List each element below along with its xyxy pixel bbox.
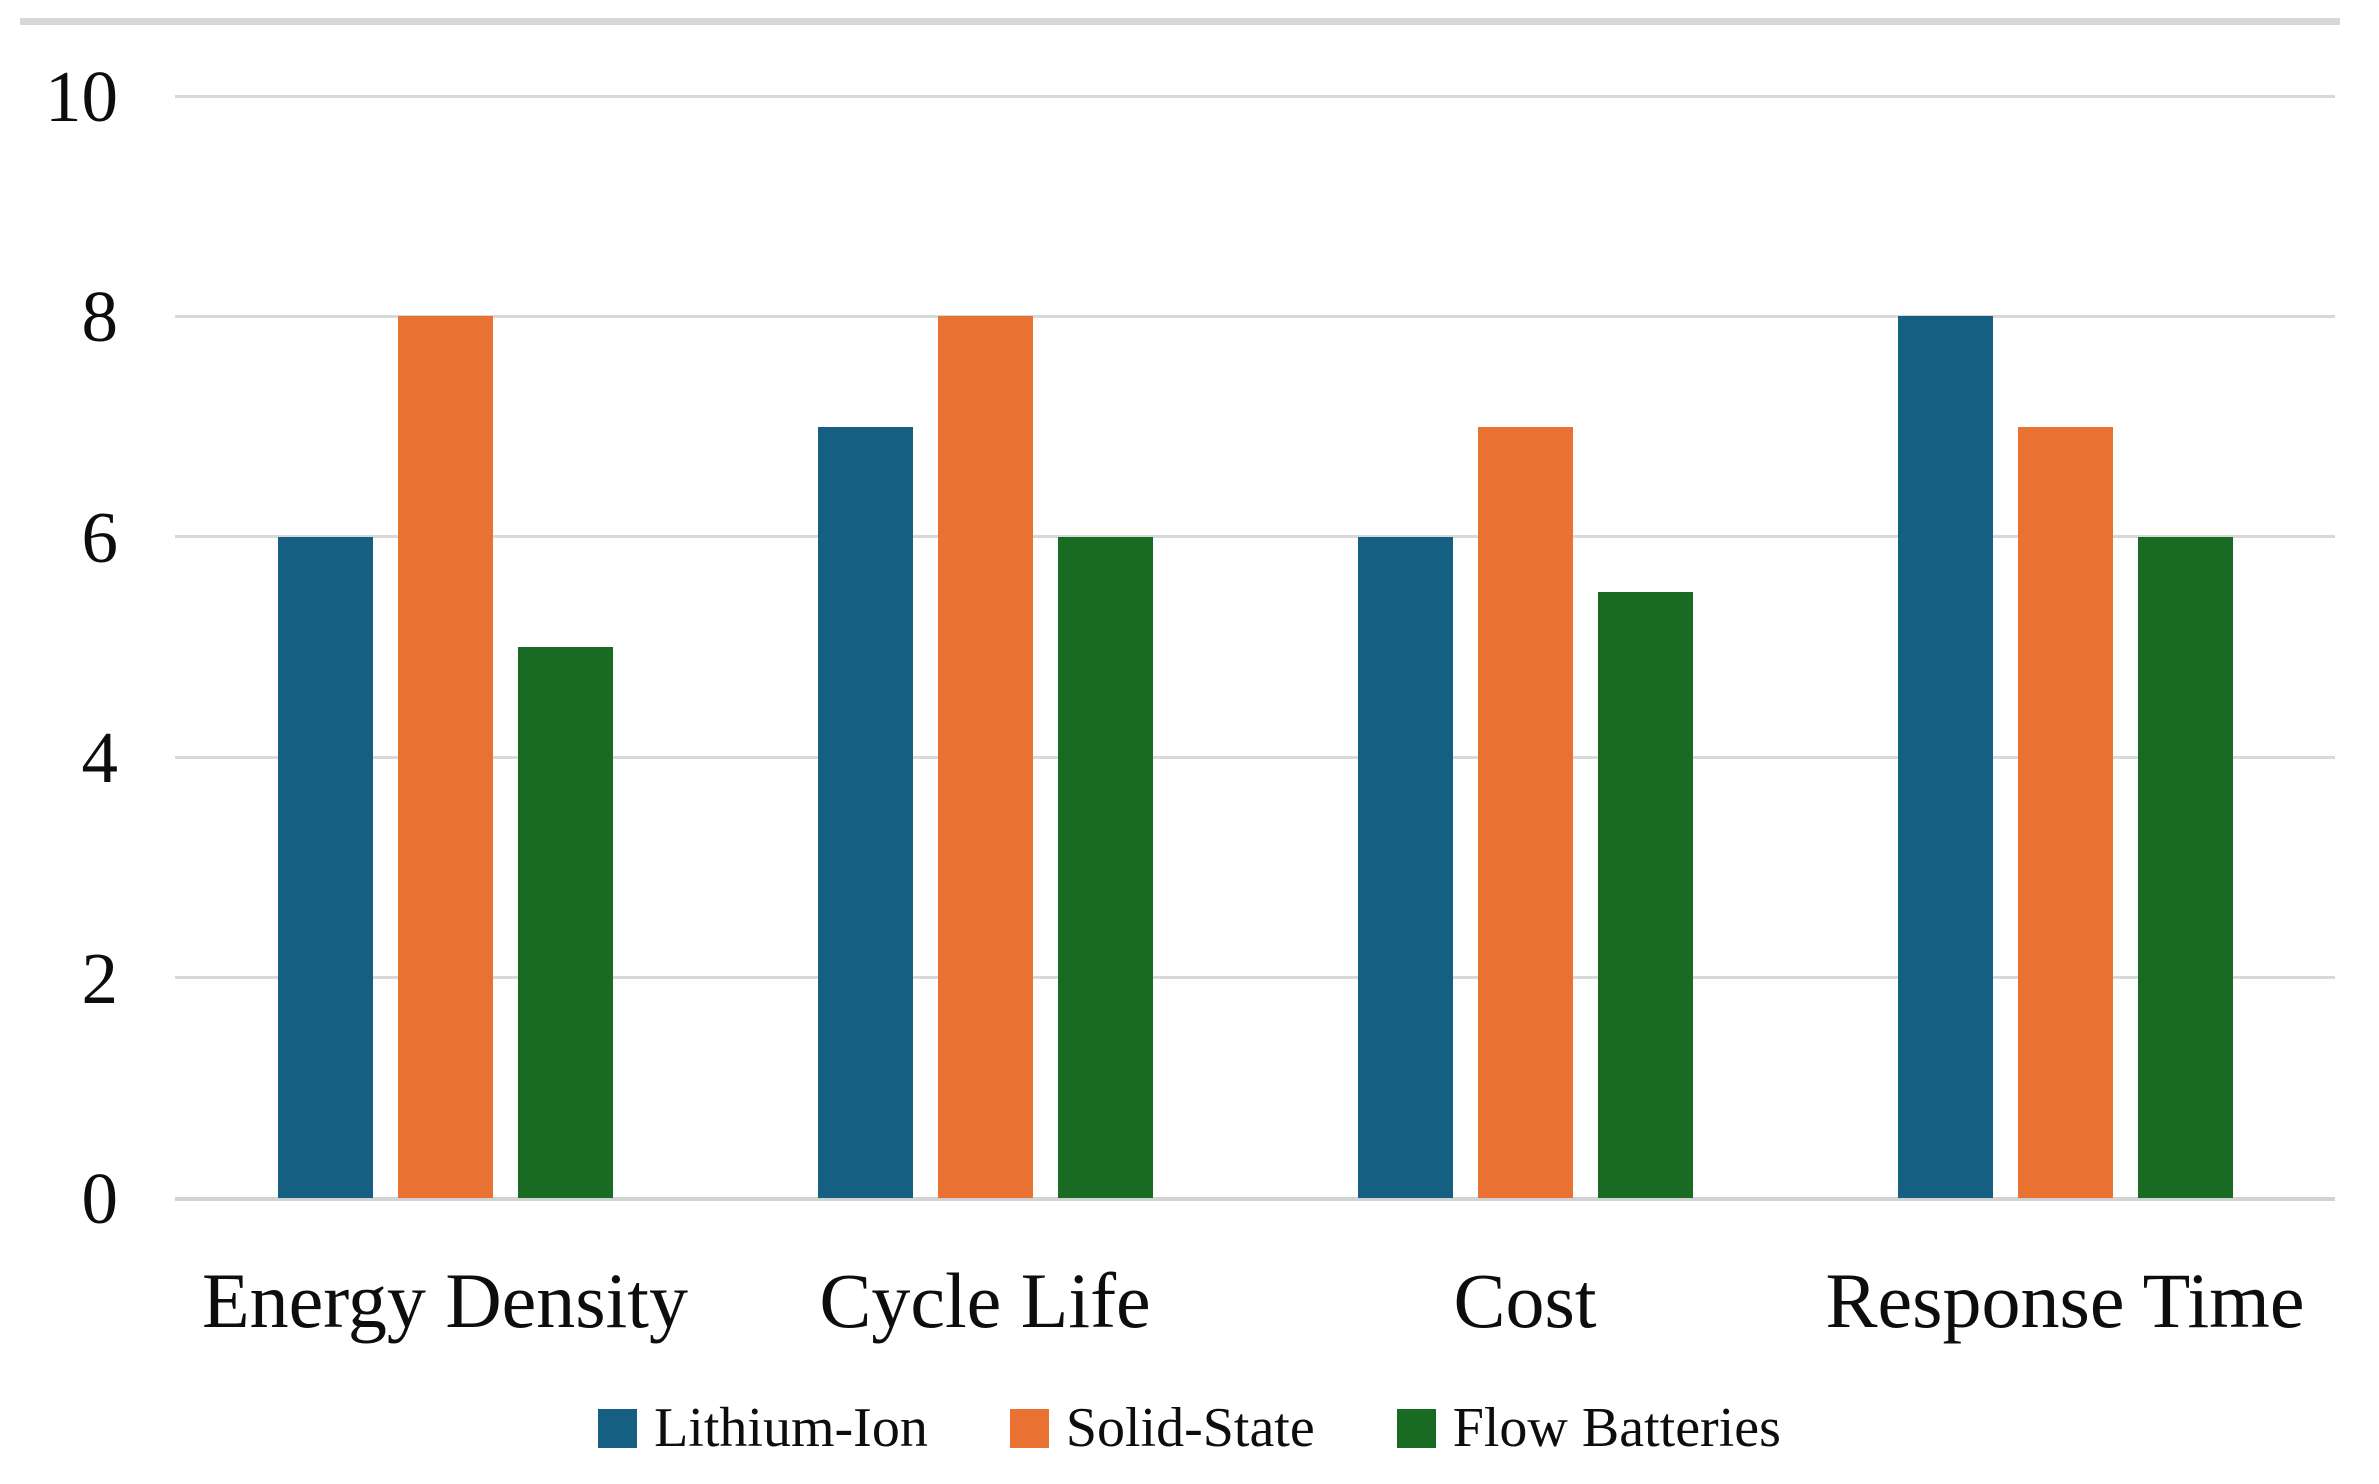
legend: Lithium-Ion Solid-State Flow Batteries xyxy=(0,1398,2379,1458)
bar-solid-state-energy-density xyxy=(398,316,493,1198)
legend-swatch-icon xyxy=(1009,1408,1049,1448)
bar-lithium-ion-response-time xyxy=(1898,316,1993,1198)
figure-top-border xyxy=(20,18,2340,25)
legend-label: Flow Batteries xyxy=(1452,1397,1781,1459)
gridline-y-8 xyxy=(175,314,2335,318)
x-category-label-energy-density: Energy Density xyxy=(202,1257,688,1344)
x-category-label-response-time: Response Time xyxy=(1825,1257,2305,1344)
bar-flow-batteries-energy-density xyxy=(518,647,613,1198)
x-category-label-cycle-life: Cycle Life xyxy=(819,1257,1151,1344)
y-tick-label-8: 8 xyxy=(81,276,119,358)
gridline-y-4 xyxy=(175,755,2335,759)
legend-item-lithium-ion: Lithium-Ion xyxy=(598,1398,928,1458)
legend-swatch-icon xyxy=(598,1408,638,1448)
legend-item-flow-batteries: Flow Batteries xyxy=(1396,1397,1781,1459)
bar-solid-state-response-time xyxy=(2018,427,2113,1198)
y-tick-label-4: 4 xyxy=(81,717,119,799)
legend-swatch-icon xyxy=(1396,1408,1436,1448)
legend-item-solid-state: Solid-State xyxy=(1009,1397,1315,1459)
gridline-y-6 xyxy=(175,535,2335,539)
bar-lithium-ion-cycle-life xyxy=(818,427,913,1198)
gridline-y-2 xyxy=(175,976,2335,980)
gridline-y-10 xyxy=(175,94,2335,98)
bar-lithium-ion-cost xyxy=(1358,537,1453,1198)
y-tick-label-0: 0 xyxy=(81,1158,119,1239)
bar-flow-batteries-cost xyxy=(1598,592,1693,1198)
y-tick-label-10: 10 xyxy=(45,56,118,137)
legend-label: Lithium-Ion xyxy=(654,1397,928,1459)
y-tick-label-2: 2 xyxy=(81,937,119,1019)
bar-solid-state-cycle-life xyxy=(938,316,1033,1198)
legend-label: Solid-State xyxy=(1065,1397,1315,1459)
y-tick-label-6: 6 xyxy=(81,496,119,578)
bar-lithium-ion-energy-density xyxy=(278,537,373,1198)
bar-flow-batteries-response-time xyxy=(2138,537,2233,1198)
x-axis-baseline xyxy=(175,1196,2335,1201)
bar-solid-state-cost xyxy=(1478,427,1573,1198)
x-category-label-cost: Cost xyxy=(1453,1257,1597,1344)
bar-flow-batteries-cycle-life xyxy=(1058,537,1153,1198)
